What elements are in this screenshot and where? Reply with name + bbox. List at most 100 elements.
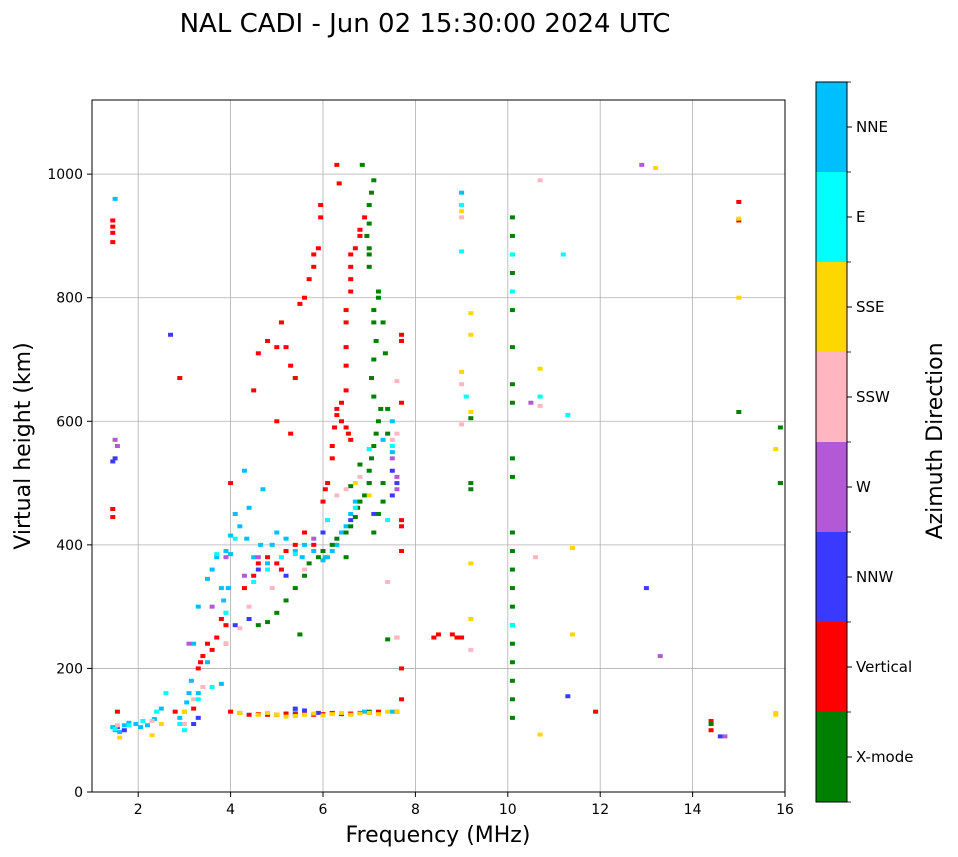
colorbar-tick-label: SSW [856, 388, 890, 406]
grid [92, 100, 786, 793]
data-point [369, 456, 375, 461]
data-point [306, 277, 312, 282]
data-point [322, 487, 328, 492]
data-point [343, 530, 349, 535]
data-point [110, 224, 116, 229]
data-point [399, 666, 405, 671]
data-point [366, 481, 372, 486]
data-point [736, 216, 742, 221]
data-point [329, 542, 335, 547]
data-point [332, 425, 338, 430]
data-point [708, 722, 714, 727]
data-point [366, 447, 372, 452]
data-point [209, 684, 215, 689]
data-point [237, 524, 243, 529]
colorbar-segment [816, 622, 847, 712]
data-point [191, 722, 197, 727]
data-point [218, 617, 224, 621]
data-point [459, 209, 465, 214]
x-tick-label: 4 [226, 802, 235, 818]
data-point [265, 710, 271, 715]
data-point [343, 345, 349, 350]
data-point [777, 425, 783, 430]
data-point [366, 493, 372, 498]
data-point [569, 545, 575, 550]
data-point [362, 215, 368, 220]
data-point [357, 462, 363, 467]
data-point [325, 518, 331, 523]
data-point [357, 499, 363, 504]
data-point [283, 549, 289, 554]
data-point [320, 530, 326, 535]
data-point [468, 410, 474, 415]
data-point [205, 641, 210, 646]
data-point [385, 518, 391, 523]
data-point [214, 635, 220, 640]
data-point [181, 722, 187, 727]
data-point [389, 444, 395, 448]
data-point [509, 641, 515, 646]
data-point [292, 586, 298, 591]
data-point [352, 246, 358, 251]
data-point [366, 203, 372, 208]
data-point [348, 277, 354, 282]
data-point [191, 641, 197, 646]
data-point [200, 654, 206, 659]
data-point [283, 598, 289, 603]
data-point [181, 709, 187, 714]
data-point [246, 604, 252, 609]
data-point [385, 637, 391, 642]
data-point [348, 712, 354, 717]
data-point [283, 536, 289, 541]
colorbar-tick-label: NNW [856, 568, 893, 586]
data-point [375, 709, 381, 714]
colorbar-tick-label: E [856, 208, 865, 226]
data-point [260, 487, 266, 492]
data-point [244, 536, 250, 541]
data-point [371, 444, 377, 448]
data-point [251, 579, 257, 584]
data-point [205, 576, 210, 581]
data-point [509, 567, 515, 572]
data-point [348, 518, 354, 523]
data-point [302, 567, 308, 572]
data-point [172, 709, 178, 714]
data-point [643, 586, 649, 591]
data-point [274, 610, 280, 615]
data-point [394, 431, 400, 436]
data-point [110, 515, 116, 520]
data-point [380, 320, 386, 325]
data-point [251, 388, 257, 393]
data-point [468, 647, 474, 652]
data-point [366, 252, 372, 257]
data-point [140, 718, 146, 723]
data-point [228, 481, 234, 486]
data-point [186, 691, 192, 696]
data-point [265, 567, 271, 572]
data-point [389, 437, 395, 442]
data-point [232, 536, 238, 541]
data-point [348, 511, 354, 516]
data-point [329, 456, 335, 461]
data-point [186, 641, 192, 646]
data-point [195, 697, 201, 702]
colorbar-tick-label: Vertical [856, 658, 912, 676]
data-point [371, 511, 377, 516]
y-tick-label: 0 [74, 785, 83, 801]
data-point [389, 450, 395, 455]
data-point [343, 524, 349, 529]
data-point [736, 295, 742, 300]
data-point [593, 709, 599, 714]
data-point [468, 332, 474, 337]
data-point [110, 240, 116, 245]
data-point [306, 561, 312, 566]
colorbar-segment [816, 352, 847, 442]
data-point [362, 493, 368, 498]
data-point [315, 555, 321, 560]
data-point [380, 437, 386, 442]
data-point [269, 542, 275, 547]
data-point [311, 252, 317, 257]
data-point [639, 162, 645, 167]
data-point [449, 632, 455, 637]
data-point [112, 456, 118, 461]
